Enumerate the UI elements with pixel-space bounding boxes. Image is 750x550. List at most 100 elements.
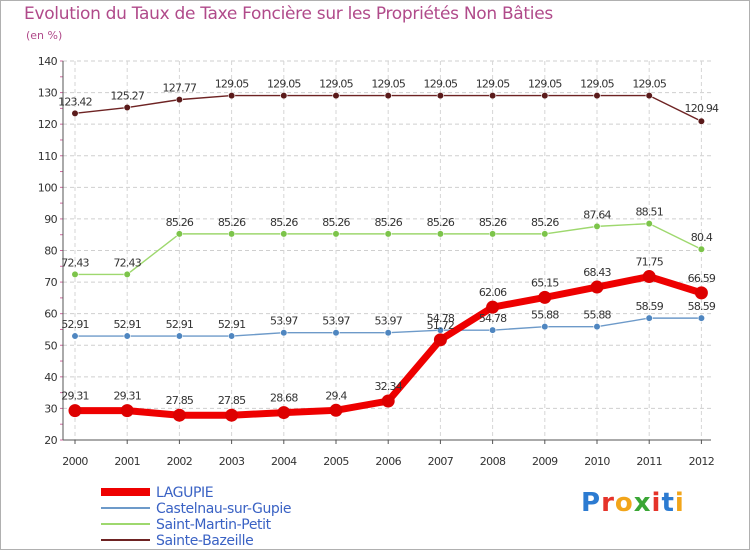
y-tick-label: 90 [44,213,57,226]
data-point-sainte-bazeille [332,91,340,100]
data-point-sainte-bazeille [280,91,288,100]
data-point-sainte-bazeille [175,96,183,104]
y-tick-label: 80 [44,245,57,258]
data-label-sainte-bazeille: 129.05 [319,78,353,91]
logo-letter: P [581,488,602,518]
data-label-castelnau-sur-gupie: 53.97 [322,315,350,328]
data-point-sainte-bazeille [436,91,445,100]
data-point-castelnau-sur-gupie [332,329,340,337]
data-point-castelnau-sur-gupie [175,332,183,340]
data-label-sainte-bazeille: 129.05 [215,78,249,91]
data-point-sainte-bazeille [541,91,549,100]
data-label-castelnau-sur-gupie: 55.88 [583,309,611,322]
data-label-saint-martin-petit: 72.43 [113,256,141,269]
data-label-lagupie: 29.4 [325,389,347,402]
data-label-castelnau-sur-gupie: 54.78 [479,312,507,325]
x-tick-label: 2012 [689,455,715,468]
data-label-lagupie: 66.59 [688,272,716,285]
data-label-saint-martin-petit: 85.26 [374,216,402,229]
legend-label: LAGUPIE [156,485,213,501]
data-point-lagupie [590,280,604,294]
x-tick-label: 2001 [114,455,140,468]
data-point-lagupie [381,394,395,408]
data-point-lagupie [433,333,447,347]
chart-title: Evolution du Taux de Taxe Foncière sur l… [24,4,553,24]
y-tick-label: 140 [38,55,58,68]
data-point-lagupie [694,286,708,300]
data-point-lagupie [225,408,239,422]
data-label-lagupie: 51.72 [427,319,455,332]
data-label-sainte-bazeille: 129.05 [371,78,405,91]
data-point-sainte-bazeille [123,103,131,112]
x-tick-label: 2004 [271,455,297,468]
y-tick-label: 60 [44,308,57,321]
data-point-saint-martin-petit [175,230,183,238]
data-label-sainte-bazeille: 129.05 [476,78,510,91]
data-label-saint-martin-petit: 85.26 [479,216,507,229]
x-tick-label: 2003 [219,455,245,468]
data-point-saint-martin-petit [123,270,131,279]
data-label-lagupie: 27.85 [166,394,194,407]
logo-letter: x [633,488,652,518]
data-label-sainte-bazeille: 129.05 [267,78,301,91]
data-point-lagupie [329,403,343,417]
proxiti-logo: Proxiti [581,488,685,518]
y-tick-label: 120 [38,118,58,131]
y-tick-label: 70 [44,276,57,289]
data-label-saint-martin-petit: 87.64 [583,208,611,221]
data-label-saint-martin-petit: 72.43 [61,256,89,269]
data-label-castelnau-sur-gupie: 52.91 [218,318,246,331]
data-point-sainte-bazeille [228,91,236,100]
logo-letter: t [661,488,675,518]
x-tick-label: 2002 [167,455,193,468]
x-tick-label: 2000 [62,455,88,468]
y-tick-label: 100 [38,181,58,194]
data-point-saint-martin-petit [436,230,445,238]
logo-letter: r [601,488,615,518]
data-point-saint-martin-petit [228,230,236,238]
x-tick-label: 2005 [323,455,349,468]
data-label-saint-martin-petit: 85.26 [322,216,350,229]
data-label-castelnau-sur-gupie: 58.59 [635,300,663,313]
data-point-saint-martin-petit [384,230,392,238]
data-label-lagupie: 27.85 [218,394,246,407]
data-label-lagupie: 29.31 [113,390,141,403]
data-point-lagupie [486,300,500,314]
data-point-lagupie [120,404,134,418]
data-label-sainte-bazeille: 125.27 [110,90,144,103]
logo-letter: i [674,488,685,518]
data-point-lagupie [68,404,82,418]
data-point-saint-martin-petit [593,222,601,230]
y-tick-label: 50 [44,339,57,352]
data-point-saint-martin-petit [541,230,549,238]
data-point-sainte-bazeille [697,117,706,125]
logo-letter: i [651,488,662,518]
data-label-castelnau-sur-gupie: 52.91 [61,318,89,331]
data-label-castelnau-sur-gupie: 54.78 [427,312,455,325]
x-tick-label: 2010 [584,455,610,468]
data-label-lagupie: 68.43 [583,266,611,279]
data-point-saint-martin-petit [71,270,79,279]
data-point-saint-martin-petit [645,220,653,228]
data-label-sainte-bazeille: 120.94 [685,102,719,115]
y-tick-label: 110 [38,150,58,163]
y-tick-label: 130 [38,87,58,100]
data-point-castelnau-sur-gupie [489,326,497,334]
legend-label: Castelnau-sur-Gupie [156,501,291,517]
data-point-castelnau-sur-gupie [71,332,79,340]
data-label-sainte-bazeille: 123.42 [58,95,92,108]
data-label-castelnau-sur-gupie: 53.97 [270,315,298,328]
data-label-lagupie: 71.75 [635,256,663,269]
data-point-castelnau-sur-gupie [593,323,601,331]
data-label-lagupie: 65.15 [531,276,559,289]
data-point-lagupie [277,406,291,420]
x-tick-label: 2007 [428,455,454,468]
data-point-lagupie [538,290,552,304]
legend-label: Sainte-Bazeille [156,533,253,549]
data-point-saint-martin-petit [280,230,288,238]
data-point-castelnau-sur-gupie [384,329,392,337]
data-label-lagupie: 62.06 [479,286,507,299]
x-tick-label: 2006 [375,455,401,468]
data-label-saint-martin-petit: 88.51 [635,206,663,219]
data-point-castelnau-sur-gupie [280,329,288,337]
